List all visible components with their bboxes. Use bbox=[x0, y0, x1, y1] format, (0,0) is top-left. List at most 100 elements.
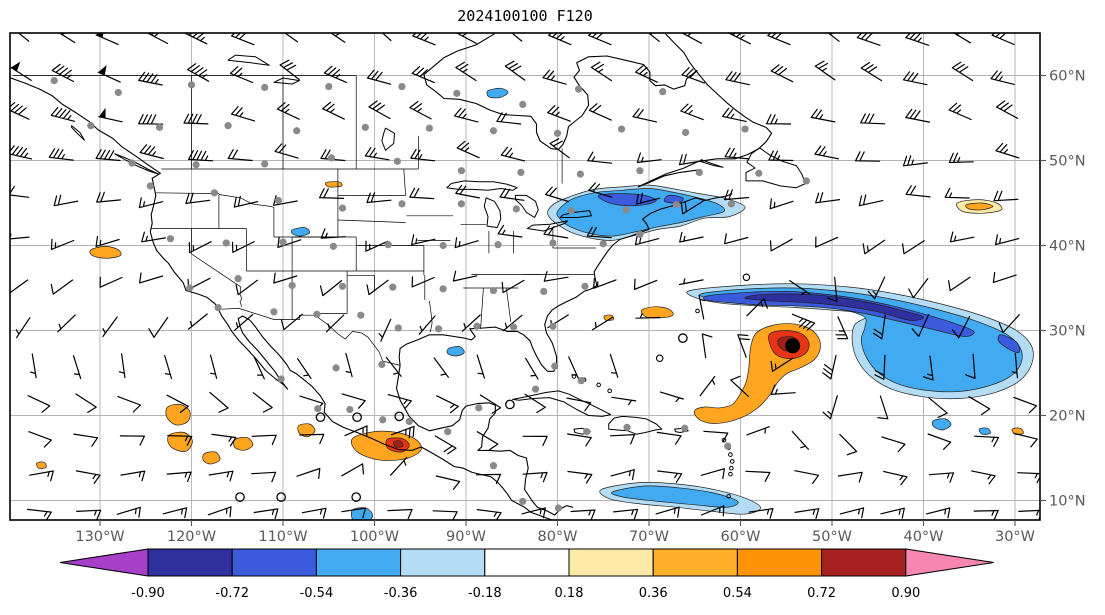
station-dot bbox=[187, 81, 196, 89]
wind-barb bbox=[635, 65, 658, 83]
wind-barb bbox=[253, 508, 279, 520]
wind-barb-flag bbox=[147, 33, 154, 36]
wind-barb bbox=[30, 353, 37, 379]
colorbar-tick-label: -0.90 bbox=[131, 586, 165, 601]
station-dot bbox=[314, 405, 322, 413]
station-dot bbox=[695, 168, 703, 176]
wind-barb bbox=[973, 435, 1000, 447]
wind-barb bbox=[566, 397, 592, 412]
station-dot bbox=[489, 127, 498, 135]
station-dot bbox=[519, 100, 527, 108]
wind-barb bbox=[499, 188, 525, 201]
colorbar-tick-label: 0.18 bbox=[555, 586, 584, 601]
station-dot bbox=[357, 311, 365, 319]
wind-barb bbox=[948, 152, 974, 164]
anomaly-region-northeast-anomaly-royal-b bbox=[663, 194, 684, 204]
wind-barb bbox=[698, 294, 706, 320]
station-dot bbox=[489, 286, 498, 295]
wind-barb bbox=[724, 147, 750, 160]
wind-barb bbox=[184, 33, 208, 45]
station-dot bbox=[313, 310, 321, 318]
lon-tick-label: 40°W bbox=[903, 529, 943, 545]
wind-barb bbox=[390, 456, 408, 476]
wind-barb bbox=[208, 470, 234, 482]
lon-tick-label: 120°W bbox=[167, 529, 216, 545]
longitude-axis: 130°W 120°W 110°W 100°W 90°W 80°W 70°W 60°W 50°W… bbox=[75, 520, 1035, 545]
small-island-dot bbox=[728, 452, 733, 457]
wind-barb bbox=[231, 241, 255, 253]
coastline bbox=[10, 77, 554, 520]
station-dot bbox=[453, 89, 461, 97]
station-dot bbox=[636, 167, 644, 175]
anomaly-region-east-cyan-tiny bbox=[978, 427, 991, 435]
wind-barb bbox=[434, 435, 457, 455]
wind-barb bbox=[410, 149, 436, 162]
station-dot bbox=[724, 442, 732, 450]
colorbar-segment bbox=[147, 548, 233, 577]
wind-barb bbox=[366, 69, 392, 85]
wind-barb bbox=[455, 184, 480, 199]
station-dot bbox=[617, 125, 626, 133]
wind-barb bbox=[905, 185, 931, 198]
lon-tick-label: 60°W bbox=[720, 529, 760, 545]
wind-barb bbox=[435, 475, 461, 490]
wind-barb bbox=[725, 71, 750, 86]
wind-barb bbox=[827, 33, 840, 42]
wind-barb bbox=[609, 434, 636, 445]
wind-barb bbox=[138, 197, 164, 209]
wind-barb bbox=[48, 148, 74, 161]
station-dot bbox=[398, 82, 406, 91]
wind-barb bbox=[412, 33, 436, 46]
wind-barb bbox=[992, 271, 1017, 283]
wind-barb bbox=[390, 425, 415, 439]
wind-barb bbox=[252, 392, 273, 413]
wind-barb bbox=[647, 33, 660, 42]
wind-barb bbox=[922, 355, 934, 381]
station-dot bbox=[554, 504, 563, 512]
wind-barb bbox=[635, 312, 661, 319]
wind-barb bbox=[789, 280, 811, 295]
storm-center-dot bbox=[785, 338, 801, 354]
island-or-lake-outline bbox=[608, 415, 663, 435]
wind-barb bbox=[655, 506, 680, 518]
colorbar-tick-label: -0.18 bbox=[468, 586, 502, 601]
wind-barb bbox=[72, 355, 82, 380]
wind-barb bbox=[296, 467, 321, 479]
wind-barb bbox=[769, 238, 793, 252]
station-dot bbox=[379, 416, 387, 424]
station-dot bbox=[576, 170, 584, 178]
wind-barb bbox=[28, 431, 52, 448]
wind-barb bbox=[411, 276, 435, 288]
wind-barb bbox=[794, 508, 820, 519]
small-island-dot bbox=[729, 459, 735, 464]
station-dot bbox=[146, 182, 154, 190]
wind-barb bbox=[476, 431, 499, 451]
anomaly-region-dakota-orange-tiny bbox=[325, 181, 343, 188]
island-or-lake-outline bbox=[745, 147, 806, 189]
colorbar-segment bbox=[231, 548, 317, 577]
wind-barb bbox=[454, 237, 479, 249]
wind-barb bbox=[274, 143, 299, 159]
lat-tick-label: 50°N bbox=[1049, 154, 1086, 170]
wind-barb bbox=[76, 509, 102, 520]
calm-circle bbox=[394, 411, 405, 422]
station-dot bbox=[332, 364, 340, 372]
station-dot bbox=[567, 207, 575, 215]
wind-barb bbox=[586, 226, 612, 239]
anomaly-region-tiny-orange-dot-west-atlantic bbox=[603, 314, 614, 321]
political-border bbox=[155, 192, 219, 194]
wind-barb bbox=[185, 192, 211, 204]
station-dot bbox=[378, 360, 386, 369]
wind-barb bbox=[548, 33, 572, 46]
wind-barb bbox=[366, 279, 389, 296]
wind-barb bbox=[590, 61, 613, 82]
coastline bbox=[637, 169, 699, 188]
station-dot bbox=[361, 123, 369, 131]
wind-barb bbox=[659, 391, 684, 403]
wind-barb bbox=[746, 426, 770, 436]
wind-barb bbox=[364, 147, 390, 161]
station-dot bbox=[727, 200, 735, 208]
wind-barb bbox=[461, 314, 481, 332]
calm-circle bbox=[351, 492, 362, 502]
station-dot bbox=[405, 417, 413, 426]
